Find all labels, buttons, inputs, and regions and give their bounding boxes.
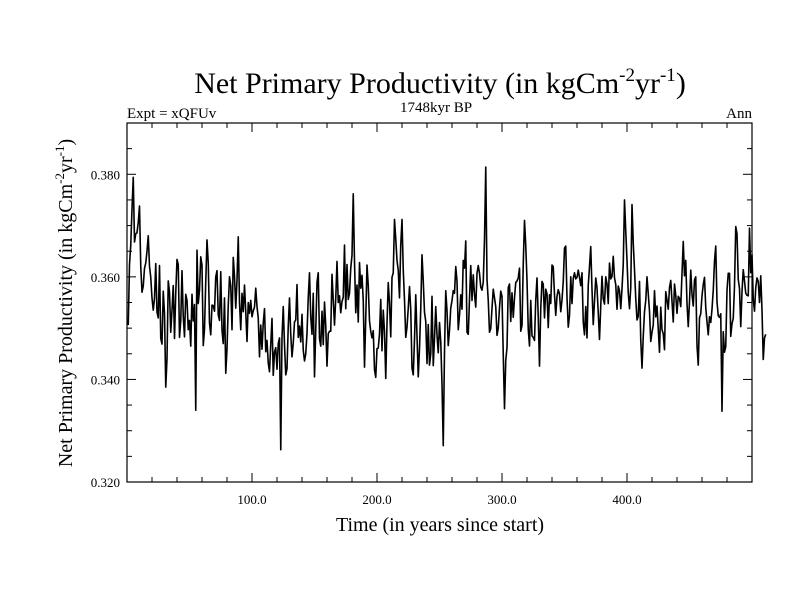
axis-ticks xyxy=(127,123,752,483)
x-tick-label: 400.0 xyxy=(612,492,641,507)
y-axis-label-sup1: -2 xyxy=(52,173,67,184)
y-axis-label-suffix: ) xyxy=(55,139,77,146)
subtitle-period: 1748kyr BP xyxy=(400,100,472,116)
axis-tick-labels: 100.0 200.0 300.0 400.0 0.320 0.340 0.360 0.380 xyxy=(91,167,642,507)
x-tick-label: 300.0 xyxy=(487,492,516,507)
chart-title-prefix: Net Primary Productivity (in kgCm xyxy=(194,67,619,100)
subtitle-season: Ann xyxy=(726,106,752,122)
y-axis-label-sup2: -1 xyxy=(52,146,67,157)
chart-title-mid: yr xyxy=(635,67,660,100)
y-axis-label: Net Primary Productivity (in kgCm-2yr-1) xyxy=(52,139,77,467)
x-tick-label: 200.0 xyxy=(362,492,391,507)
y-axis-label-prefix: Net Primary Productivity (in kgCm xyxy=(55,183,77,467)
chart-title-suffix: ) xyxy=(676,67,686,100)
chart-title-sup1: -2 xyxy=(619,65,635,86)
subtitle-experiment: Expt = xQFUv xyxy=(127,106,217,122)
y-tick-label: 0.360 xyxy=(91,270,120,285)
chart-title-sup2: -1 xyxy=(660,65,676,86)
chart-title: Net Primary Productivity (in kgCm-2yr-1) xyxy=(194,65,686,100)
x-axis-label: Time (in years since start) xyxy=(336,514,544,536)
y-axis-label-mid: yr xyxy=(55,156,77,173)
y-tick-label: 0.340 xyxy=(91,372,120,387)
y-tick-label: 0.380 xyxy=(91,167,120,182)
npp-series-line xyxy=(127,166,767,451)
y-tick-label: 0.320 xyxy=(91,475,120,490)
x-tick-label: 100.0 xyxy=(237,492,266,507)
